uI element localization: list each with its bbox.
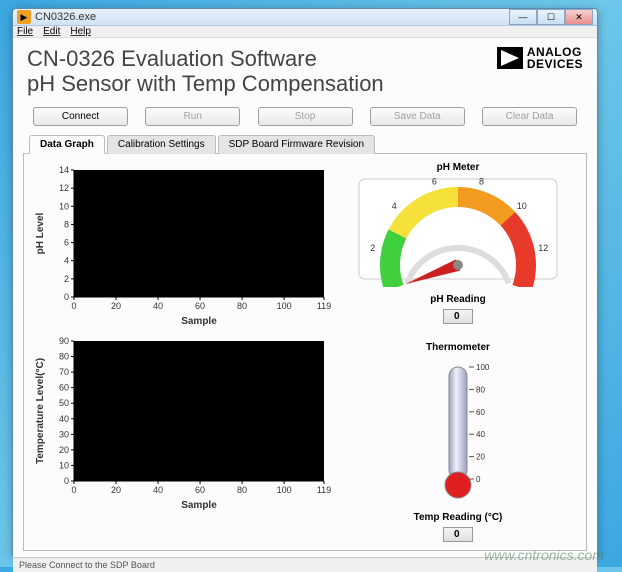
svg-text:60: 60: [59, 382, 69, 392]
maximize-button[interactable]: ☐: [537, 9, 565, 25]
svg-text:6: 6: [432, 177, 437, 186]
thermometer-gauge: 0 20 40 60 80 100: [398, 357, 518, 510]
temp-reading-label: Temp Reading (°C): [414, 512, 503, 523]
svg-text:70: 70: [59, 367, 69, 377]
ph-chart: 0 2 4 6 8 10 12 14 0 20 40 60 80 100 119 Sample pH Level: [32, 162, 332, 327]
svg-text:40: 40: [153, 301, 163, 311]
content-area: CN-0326 Evaluation Software pH Sensor wi…: [13, 38, 597, 557]
svg-text:20: 20: [476, 452, 485, 461]
svg-text:40: 40: [153, 485, 163, 495]
logo-text-2: DEVICES: [527, 58, 583, 70]
svg-text:119: 119: [317, 485, 331, 495]
svg-text:2: 2: [64, 273, 69, 283]
ph-meter-title: pH Meter: [437, 162, 480, 173]
svg-text:80: 80: [476, 385, 485, 394]
menu-edit[interactable]: Edit: [43, 26, 60, 37]
statusbar: Please Connect to the SDP Board: [13, 557, 597, 572]
svg-text:20: 20: [111, 301, 121, 311]
svg-text:8: 8: [64, 219, 69, 229]
svg-text:20: 20: [111, 485, 121, 495]
svg-text:30: 30: [59, 429, 69, 439]
svg-text:50: 50: [59, 398, 69, 408]
svg-text:0: 0: [64, 292, 69, 302]
clear-data-button[interactable]: Clear Data: [482, 107, 577, 126]
svg-text:10: 10: [517, 200, 527, 210]
thermometer-title: Thermometer: [426, 342, 490, 353]
svg-text:12: 12: [538, 242, 548, 252]
svg-text:4: 4: [64, 255, 69, 265]
ph-reading-value: 0: [443, 309, 473, 324]
tab-firmware[interactable]: SDP Board Firmware Revision: [218, 135, 375, 154]
temp-reading-value: 0: [443, 527, 473, 542]
svg-text:6: 6: [64, 237, 69, 247]
stop-button[interactable]: Stop: [258, 107, 353, 126]
svg-text:60: 60: [195, 301, 205, 311]
toolbar: Connect Run Stop Save Data Clear Data: [23, 103, 587, 134]
temp-chart: 0 10 20 30 40 50 60 70 80 90 0 20 40 60 80 100 119 Sample…: [32, 333, 332, 511]
svg-text:0: 0: [64, 476, 69, 486]
run-button[interactable]: Run: [145, 107, 240, 126]
menubar: File Edit Help: [13, 26, 597, 38]
svg-text:60: 60: [195, 485, 205, 495]
svg-text:40: 40: [59, 413, 69, 423]
tab-body: 02468101214020406080100119SamplepH Level…: [23, 154, 587, 551]
svg-text:Sample: Sample: [181, 316, 217, 327]
svg-text:10: 10: [59, 201, 69, 211]
svg-text:100: 100: [277, 301, 292, 311]
svg-text:12: 12: [59, 183, 69, 193]
svg-text:4: 4: [392, 200, 397, 210]
svg-text:Temperature Level(°C): Temperature Level(°C): [35, 358, 46, 464]
header-line1: CN-0326 Evaluation Software: [27, 46, 384, 71]
svg-text:0: 0: [71, 485, 76, 495]
minimize-button[interactable]: —: [509, 9, 537, 25]
analog-devices-logo: ANALOG DEVICES: [497, 46, 583, 70]
svg-text:100: 100: [476, 363, 490, 372]
svg-text:80: 80: [237, 301, 247, 311]
svg-text:20: 20: [59, 444, 69, 454]
svg-text:80: 80: [59, 351, 69, 361]
menu-help[interactable]: Help: [70, 26, 91, 37]
menu-file[interactable]: File: [17, 26, 33, 37]
header: CN-0326 Evaluation Software pH Sensor wi…: [23, 44, 587, 103]
status-text: Please Connect to the SDP Board: [19, 560, 155, 570]
app-icon: ▶: [17, 10, 31, 24]
svg-text:14: 14: [59, 165, 69, 175]
svg-text:80: 80: [237, 485, 247, 495]
svg-text:119: 119: [317, 301, 331, 311]
svg-text:8: 8: [479, 177, 484, 186]
svg-text:0: 0: [71, 301, 76, 311]
svg-text:10: 10: [59, 460, 69, 470]
svg-text:40: 40: [476, 430, 485, 439]
header-line2: pH Sensor with Temp Compensation: [27, 71, 384, 96]
tab-calibration[interactable]: Calibration Settings: [107, 135, 216, 154]
svg-text:2: 2: [370, 242, 375, 252]
ph-meter-gauge: 02468101214: [353, 177, 563, 292]
close-button[interactable]: ✕: [565, 9, 593, 25]
app-window: ▶ CN0326.exe — ☐ ✕ File Edit Help CN-032…: [12, 8, 598, 556]
ph-reading-label: pH Reading: [430, 294, 486, 305]
save-data-button[interactable]: Save Data: [370, 107, 465, 126]
svg-text:60: 60: [476, 407, 485, 416]
connect-button[interactable]: Connect: [33, 107, 128, 126]
svg-text:0: 0: [476, 475, 481, 484]
svg-text:pH Level: pH Level: [35, 212, 46, 254]
tab-data-graph[interactable]: Data Graph: [29, 135, 105, 154]
tab-strip: Data Graph Calibration Settings SDP Boar…: [23, 134, 587, 154]
window-title: CN0326.exe: [35, 11, 509, 23]
svg-text:Sample: Sample: [181, 500, 217, 511]
titlebar: ▶ CN0326.exe — ☐ ✕: [13, 9, 597, 26]
svg-text:90: 90: [59, 336, 69, 346]
svg-text:100: 100: [277, 485, 292, 495]
